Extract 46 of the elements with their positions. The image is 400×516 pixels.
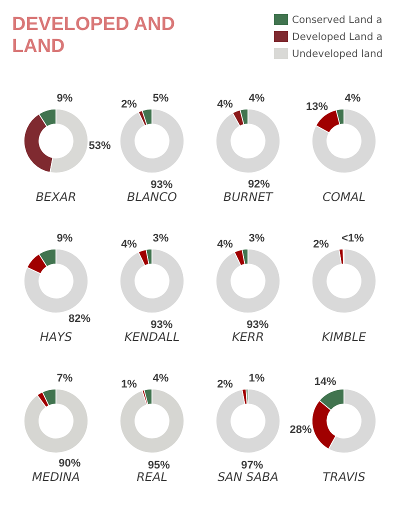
text: HAYS (40, 330, 72, 344)
data-label: 4% (217, 98, 234, 110)
text: KENDALL (124, 330, 180, 344)
data-label: 5% (152, 92, 169, 105)
data-label: 93% (150, 178, 173, 191)
data-label: 7% (56, 372, 73, 385)
data-label: 1% (121, 378, 138, 390)
data-label: 4% (248, 92, 265, 105)
text: REAL (136, 470, 168, 484)
text: BURNET (223, 190, 274, 204)
data-label: 9% (56, 92, 73, 105)
data-label: 28% (290, 424, 312, 436)
data-label: 2% (121, 98, 138, 110)
data-label: 93% (246, 318, 269, 331)
text: KIMBLE (322, 330, 367, 344)
text: DEVELOPED AND LAND (12, 14, 175, 57)
text: MEDINA (32, 470, 80, 484)
data-label: 95% (148, 459, 170, 472)
data-label: 97% (241, 460, 264, 472)
data-label: 90% (58, 458, 81, 470)
data-label: 53% (88, 140, 112, 152)
text: BLANCO (127, 190, 177, 204)
data-label: 4% (152, 372, 169, 385)
data-label: 2% (217, 378, 234, 390)
data-label: 82% (68, 313, 91, 325)
data-label: 4% (121, 238, 138, 250)
data-label: 2% (313, 238, 330, 250)
data-label: 4% (344, 92, 361, 105)
text: BEXAR (36, 190, 76, 204)
data-label: 1% (248, 372, 265, 385)
text: SAN SABA (218, 470, 278, 484)
legend-label: Developed Land a (292, 32, 383, 43)
data-label: 9% (56, 232, 73, 245)
text: COMAL (322, 190, 366, 204)
data-label: 93% (150, 318, 173, 331)
legend-label: Conserved Land a (292, 15, 382, 26)
data-label: 3% (248, 232, 265, 245)
data-label: 14% (314, 376, 336, 388)
data-label: 13% (306, 101, 328, 114)
data-label: 92% (248, 178, 270, 190)
data-label: 3% (152, 232, 169, 245)
data-label: <1% (342, 232, 364, 245)
data-label: 4% (217, 238, 234, 250)
text: KERR (232, 330, 264, 344)
text: TRAVIS (322, 470, 366, 484)
legend-label: Undeveloped land (292, 49, 383, 60)
